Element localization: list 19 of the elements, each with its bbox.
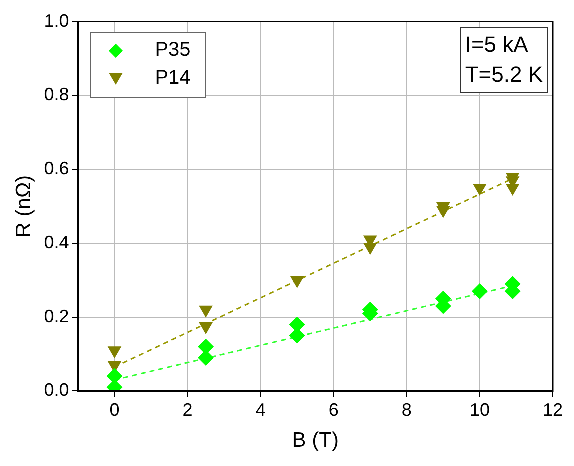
annotation: I=5 kA [465, 30, 530, 59]
legend-label: P35 [155, 39, 191, 62]
y-axis-title: R (nΩ) [12, 175, 36, 238]
x-tick-label: 4 [256, 400, 266, 420]
x-tick-label: 2 [182, 400, 193, 420]
y-tick-label: 0.8 [44, 84, 70, 105]
x-tick-label: 8 [402, 400, 412, 420]
y-tick-label: 1.0 [44, 10, 70, 31]
legend-label: P14 [155, 67, 191, 90]
y-tick-label: 0.4 [44, 232, 70, 252]
y-tick-label: 0.0 [44, 380, 70, 400]
x-tick-label: 0 [110, 400, 120, 420]
x-tick-label: 6 [328, 400, 339, 420]
annotation: T=5.2 K [465, 60, 543, 89]
x-tick-label: 12 [542, 400, 564, 420]
x-tick-label: 10 [470, 400, 490, 420]
y-tick-label: 0.2 [44, 306, 70, 326]
x-axis-title: B (T) [292, 429, 339, 452]
y-tick-label: 0.6 [44, 158, 70, 179]
